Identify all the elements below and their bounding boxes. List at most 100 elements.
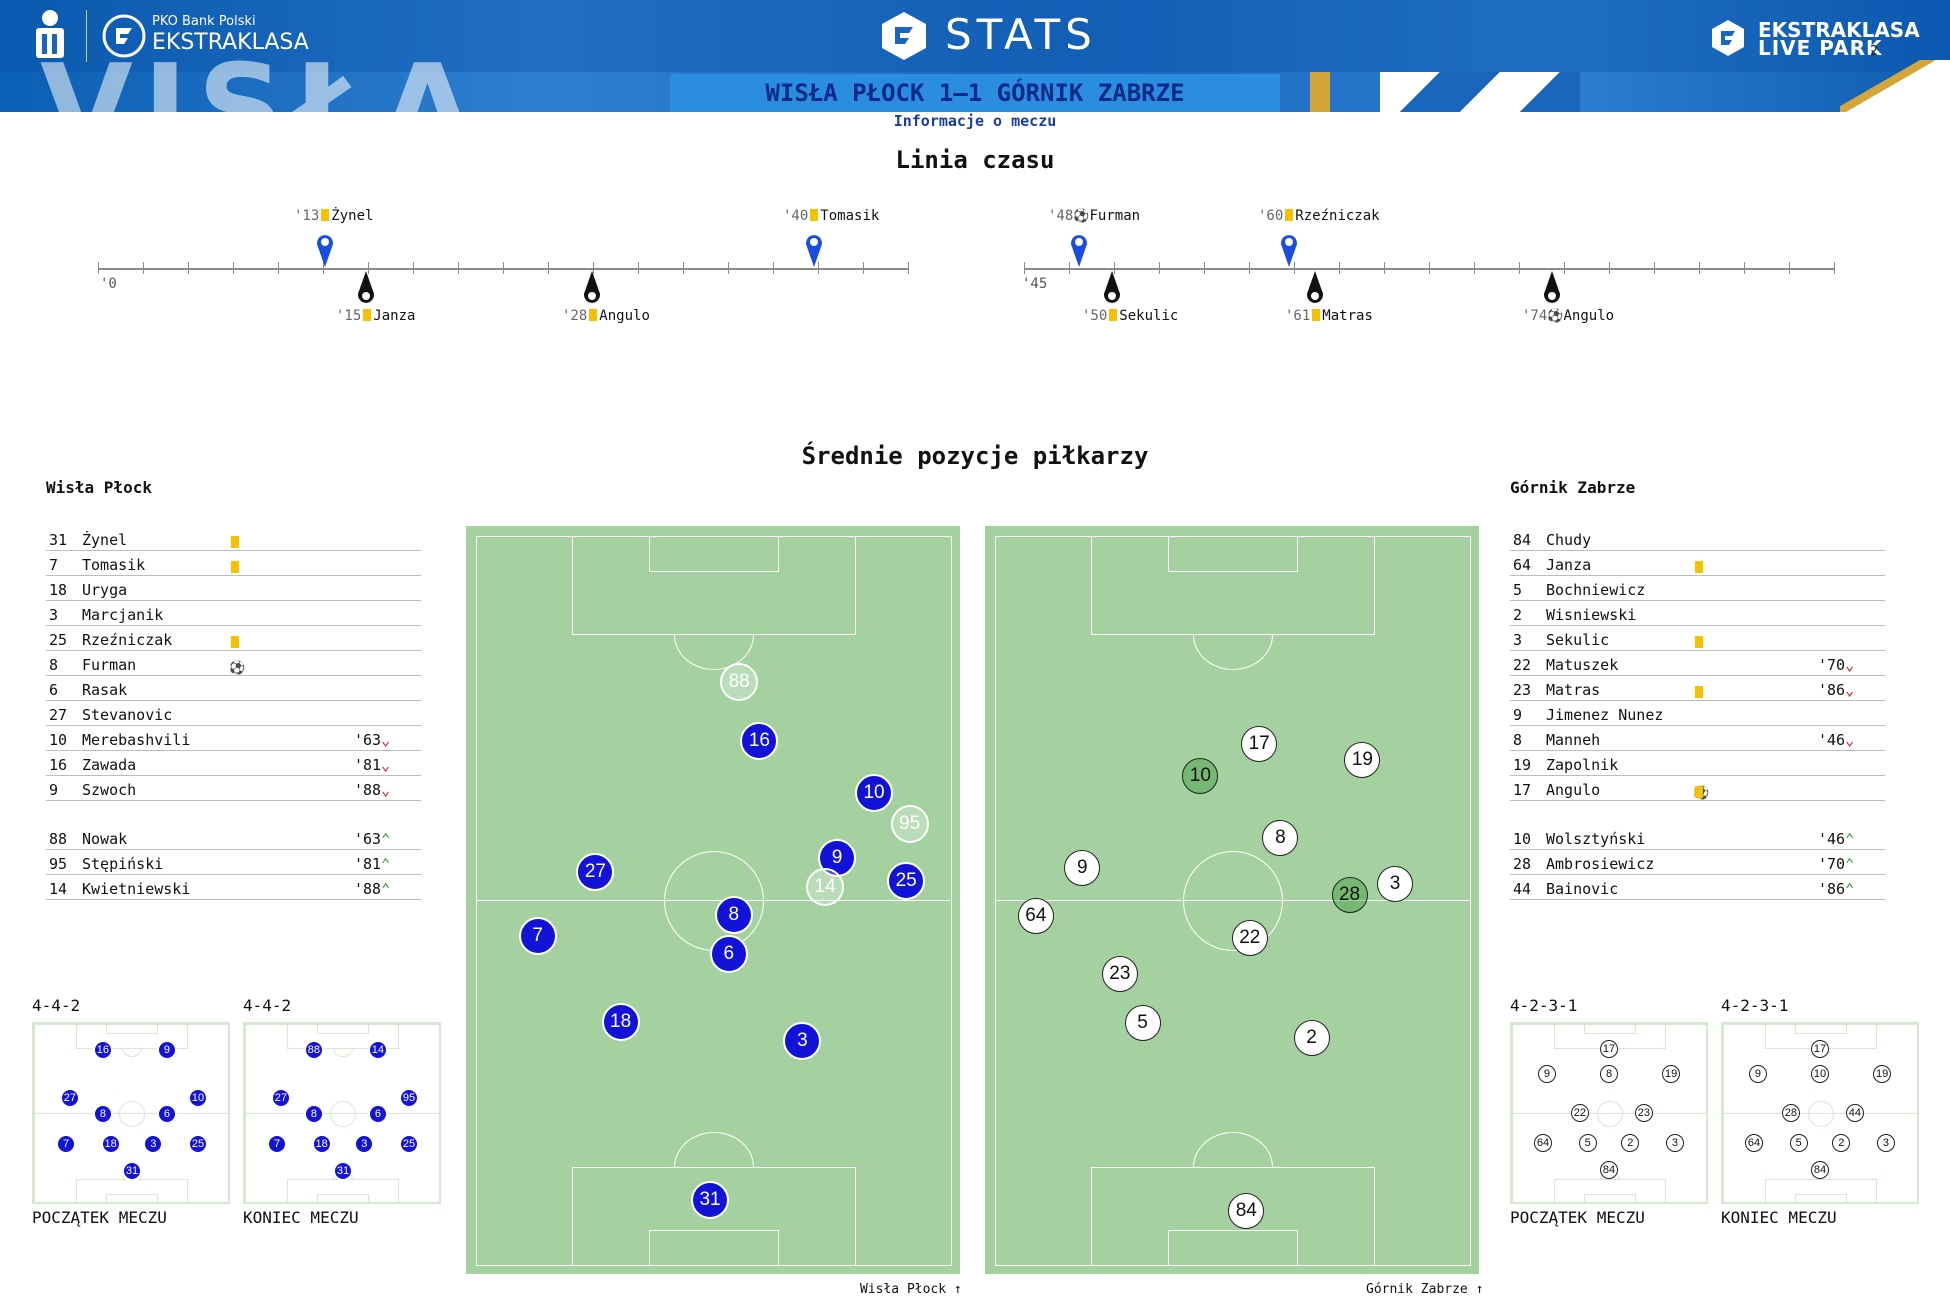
player-position-marker[interactable]: 14 bbox=[806, 867, 845, 906]
player-row[interactable]: 10 Wolsztyński '46⌃ bbox=[1510, 825, 1885, 850]
player-position-marker[interactable]: 19 bbox=[1344, 741, 1381, 778]
timeline-event[interactable]: '74⚽Angulo bbox=[1522, 308, 1614, 324]
timeline-event[interactable]: '50 Sekulic bbox=[1082, 308, 1178, 324]
player-row[interactable]: 22 Matuszek '70⌄ bbox=[1510, 651, 1885, 676]
player-position-marker[interactable]: 88 bbox=[720, 662, 759, 701]
player-position-marker[interactable]: 27 bbox=[270, 1087, 291, 1108]
player-position-marker[interactable]: 8 bbox=[1262, 820, 1299, 857]
player-row[interactable]: 10 Merebashvili '63⌄ bbox=[46, 726, 421, 751]
player-position-marker[interactable]: 44 bbox=[1845, 1104, 1864, 1122]
player-position-marker[interactable]: 31 bbox=[333, 1160, 353, 1181]
player-position-marker[interactable]: 64 bbox=[1745, 1134, 1764, 1153]
player-position-marker[interactable]: 7 bbox=[56, 1134, 77, 1155]
player-position-marker[interactable]: 3 bbox=[1377, 866, 1413, 903]
player-position-marker[interactable]: 88 bbox=[303, 1039, 324, 1060]
player-row[interactable]: 31 Żynel bbox=[46, 526, 421, 551]
player-row[interactable]: 84 Chudy bbox=[1510, 526, 1885, 551]
player-row[interactable]: 9 Jimenez Nunez bbox=[1510, 701, 1885, 726]
player-position-marker[interactable]: 84 bbox=[1600, 1160, 1618, 1179]
player-position-marker[interactable]: 10 bbox=[1182, 757, 1219, 794]
player-position-marker[interactable]: 17 bbox=[1600, 1039, 1618, 1058]
player-position-marker[interactable]: 19 bbox=[1873, 1064, 1892, 1083]
player-position-marker[interactable]: 3 bbox=[354, 1134, 375, 1155]
player-position-marker[interactable]: 2 bbox=[1293, 1020, 1330, 1057]
player-position-marker[interactable]: 5 bbox=[1124, 1005, 1161, 1042]
player-position-marker[interactable]: 7 bbox=[267, 1134, 288, 1155]
player-position-marker[interactable]: 10 bbox=[1811, 1064, 1829, 1083]
player-row[interactable]: 16 Zawada '81⌄ bbox=[46, 751, 421, 776]
player-position-marker[interactable]: 22 bbox=[1231, 919, 1268, 956]
player-position-marker[interactable]: 2 bbox=[1621, 1134, 1640, 1153]
player-position-marker[interactable]: 17 bbox=[1811, 1039, 1829, 1058]
player-row[interactable]: 28 Ambrosiewicz '70⌃ bbox=[1510, 850, 1885, 875]
player-position-marker[interactable]: 27 bbox=[576, 852, 615, 891]
player-position-marker[interactable]: 31 bbox=[122, 1160, 142, 1181]
player-position-marker[interactable]: 18 bbox=[311, 1134, 332, 1155]
player-position-marker[interactable]: 7 bbox=[518, 916, 557, 955]
player-position-marker[interactable]: 84 bbox=[1811, 1160, 1829, 1179]
player-position-marker[interactable]: 84 bbox=[1228, 1192, 1265, 1229]
player-position-marker[interactable]: 16 bbox=[92, 1039, 113, 1060]
player-position-marker[interactable]: 28 bbox=[1781, 1104, 1800, 1122]
player-row[interactable]: 88 Nowak '63⌃ bbox=[46, 825, 421, 850]
player-position-marker[interactable]: 17 bbox=[1241, 726, 1278, 763]
player-row[interactable]: 3 Sekulic bbox=[1510, 626, 1885, 651]
player-position-marker[interactable]: 6 bbox=[709, 934, 748, 973]
player-position-marker[interactable]: 19 bbox=[1662, 1064, 1681, 1083]
player-row[interactable]: 6 Rasak bbox=[46, 676, 421, 701]
player-position-marker[interactable]: 8 bbox=[92, 1104, 113, 1124]
player-position-marker[interactable]: 9 bbox=[1537, 1064, 1556, 1083]
timeline-event[interactable]: '48⚽Furman bbox=[1048, 208, 1140, 224]
timeline-event[interactable]: '61 Matras bbox=[1285, 308, 1373, 324]
player-row[interactable]: 7 Tomasik bbox=[46, 551, 421, 576]
player-row[interactable]: 8 Manneh '46⌄ bbox=[1510, 726, 1885, 751]
player-position-marker[interactable]: 95 bbox=[890, 805, 929, 844]
player-row[interactable]: 27 Stevanovic bbox=[46, 701, 421, 726]
player-position-marker[interactable]: 23 bbox=[1634, 1104, 1653, 1122]
player-position-marker[interactable]: 8 bbox=[303, 1104, 324, 1124]
timeline-event[interactable]: '28 Angulo bbox=[562, 308, 650, 324]
player-row[interactable]: 3 Marcjanik bbox=[46, 601, 421, 626]
player-position-marker[interactable]: 25 bbox=[187, 1134, 208, 1155]
player-position-marker[interactable]: 27 bbox=[59, 1087, 80, 1108]
player-position-marker[interactable]: 8 bbox=[714, 895, 753, 934]
player-position-marker[interactable]: 3 bbox=[1876, 1134, 1895, 1153]
player-position-marker[interactable]: 9 bbox=[1064, 850, 1101, 887]
player-position-marker[interactable]: 18 bbox=[100, 1134, 121, 1155]
player-position-marker[interactable]: 2 bbox=[1832, 1134, 1851, 1153]
match-info-link[interactable]: Informacje o meczu bbox=[893, 112, 1057, 130]
player-row[interactable]: 5 Bochniewicz bbox=[1510, 576, 1885, 601]
player-row[interactable]: 23 Matras '86⌄ bbox=[1510, 676, 1885, 701]
timeline-event[interactable]: '13 Żynel bbox=[294, 208, 373, 224]
player-row[interactable]: 95 Stępiński '81⌃ bbox=[46, 850, 421, 875]
player-row[interactable]: 19 Zapolnik bbox=[1510, 751, 1885, 776]
player-position-marker[interactable]: 10 bbox=[187, 1087, 208, 1108]
player-position-marker[interactable]: 9 bbox=[156, 1039, 177, 1060]
player-row[interactable]: 25 Rzeźniczak bbox=[46, 626, 421, 651]
player-position-marker[interactable]: 64 bbox=[1534, 1134, 1553, 1153]
player-row[interactable]: 18 Uryga bbox=[46, 576, 421, 601]
player-position-marker[interactable]: 6 bbox=[367, 1104, 388, 1124]
player-position-marker[interactable]: 28 bbox=[1331, 876, 1368, 913]
player-position-marker[interactable]: 5 bbox=[1789, 1134, 1808, 1153]
player-position-marker[interactable]: 25 bbox=[398, 1134, 419, 1155]
player-position-marker[interactable]: 8 bbox=[1600, 1064, 1618, 1083]
player-row[interactable]: 8 Furman ⚽ bbox=[46, 651, 421, 676]
timeline-event[interactable]: '40 Tomasik bbox=[783, 208, 879, 224]
player-position-marker[interactable]: 64 bbox=[1017, 898, 1054, 935]
player-row[interactable]: 14 Kwietniewski '88⌃ bbox=[46, 875, 421, 900]
player-position-marker[interactable]: 16 bbox=[740, 722, 779, 761]
player-row[interactable]: 64 Janza bbox=[1510, 551, 1885, 576]
player-position-marker[interactable]: 10 bbox=[855, 774, 894, 813]
player-position-marker[interactable]: 5 bbox=[1578, 1134, 1597, 1153]
player-position-marker[interactable]: 31 bbox=[691, 1180, 730, 1219]
player-position-marker[interactable]: 9 bbox=[1748, 1064, 1767, 1083]
player-position-marker[interactable]: 23 bbox=[1101, 955, 1138, 992]
player-row[interactable]: 2 Wisniewski bbox=[1510, 601, 1885, 626]
player-position-marker[interactable]: 6 bbox=[156, 1104, 177, 1124]
player-row[interactable]: 44 Bainovic '86⌃ bbox=[1510, 875, 1885, 900]
player-position-marker[interactable]: 95 bbox=[398, 1087, 419, 1108]
player-position-marker[interactable]: 3 bbox=[783, 1021, 822, 1060]
player-position-marker[interactable]: 18 bbox=[601, 1002, 640, 1041]
